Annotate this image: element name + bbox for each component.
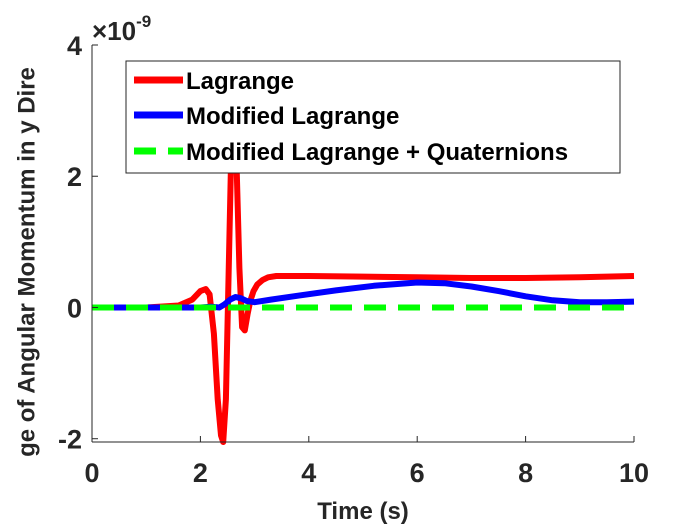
y-tick-label: 4: [67, 31, 82, 61]
x-tick-label: 8: [518, 458, 533, 488]
y-tick-label: 2: [67, 162, 82, 192]
series-layer: [92, 107, 635, 445]
legend: Lagrange Modified Lagrange Modified Lagr…: [125, 60, 621, 174]
x-tick-label: 2: [193, 458, 208, 488]
legend-label-quaternions: Modified Lagrange + Quaternions: [186, 139, 568, 166]
y-tick-label: 0: [67, 293, 82, 323]
x-tick-label: 10: [619, 458, 649, 488]
y-multiplier-exponent: -9: [136, 12, 151, 31]
y-multiplier: ×10-9: [92, 12, 151, 46]
series-line-modified-lagrange: [92, 279, 635, 311]
x-tick-label: 6: [410, 458, 425, 488]
x-tick-label: 0: [84, 458, 99, 488]
legend-label-lagrange: Lagrange: [186, 68, 294, 95]
y-multiplier-base: ×10: [92, 16, 136, 46]
legend-label-modified-lagrange: Modified Lagrange: [186, 103, 399, 130]
x-tick-label: 4: [301, 458, 316, 488]
y-axis-label: ge of Angular Momentum in y Dire: [14, 67, 41, 457]
x-axis-label: Time (s): [317, 498, 409, 525]
legend-box: [125, 60, 621, 174]
y-tick-label: -2: [58, 425, 82, 455]
